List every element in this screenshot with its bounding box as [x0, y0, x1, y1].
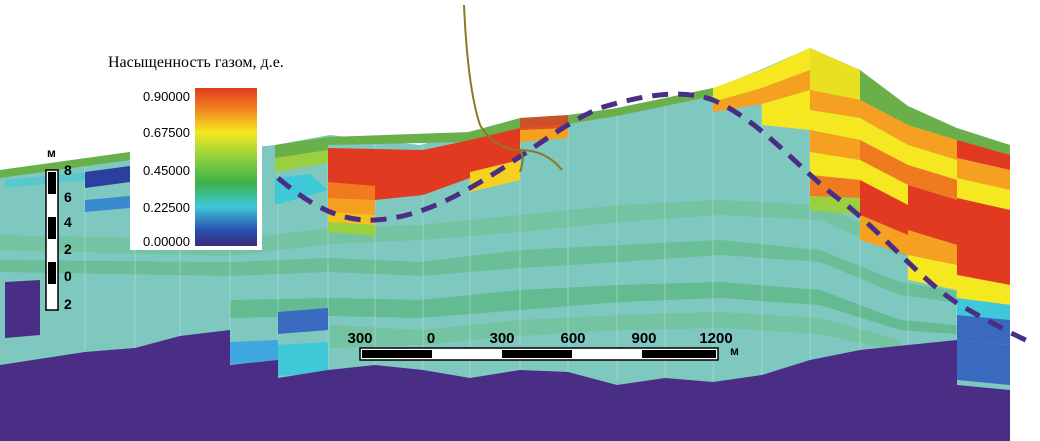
- legend-tick-1: 0.67500: [143, 125, 190, 140]
- horizontal-scale-bar: [359, 347, 719, 361]
- legend-colorbar-overlay: [195, 88, 257, 246]
- legend-tick-0: 0.90000: [143, 89, 190, 104]
- vertical-scale-unit: м: [47, 146, 56, 160]
- legend-tick-4: 0.00000: [143, 234, 190, 249]
- vertical-scale-bar: [45, 169, 59, 311]
- basement: [0, 330, 1010, 441]
- gas-zone-right: [713, 48, 1010, 320]
- gas-zone-left: [328, 115, 568, 236]
- horizontal-scale-label-2: 300: [489, 330, 515, 347]
- vertical-scale-label-0: 8: [64, 162, 72, 178]
- vertical-scale-label-1: 6: [64, 189, 72, 205]
- vertical-scale-label-2: 4: [64, 214, 72, 230]
- low-saturation-patches: [5, 280, 1010, 385]
- legend-title: Насыщенность газом, д.е.: [108, 54, 284, 71]
- layer-bands: [0, 200, 1010, 352]
- legend-tick-2: 0.45000: [143, 163, 190, 178]
- horizontal-scale-unit: м: [730, 344, 739, 358]
- horizontal-scale-label-1: 0: [426, 330, 436, 347]
- horizontal-scale-label-3: 600: [560, 330, 586, 347]
- well-trajectory: [463, 4, 563, 171]
- horizontal-scale-label-5: 1200: [699, 330, 733, 347]
- legend-tick-3: 0.22500: [143, 200, 190, 215]
- horizontal-scale-label-0: 300: [347, 330, 373, 347]
- vertical-scale-label-5: 2: [64, 296, 72, 312]
- top-green-fringe: [0, 152, 130, 178]
- vertical-scale-label-3: 2: [64, 241, 72, 257]
- horizontal-scale-label-4: 900: [631, 330, 657, 347]
- gas-water-contact-line: [276, 91, 1032, 345]
- vertical-scale-label-4: 0: [64, 268, 72, 284]
